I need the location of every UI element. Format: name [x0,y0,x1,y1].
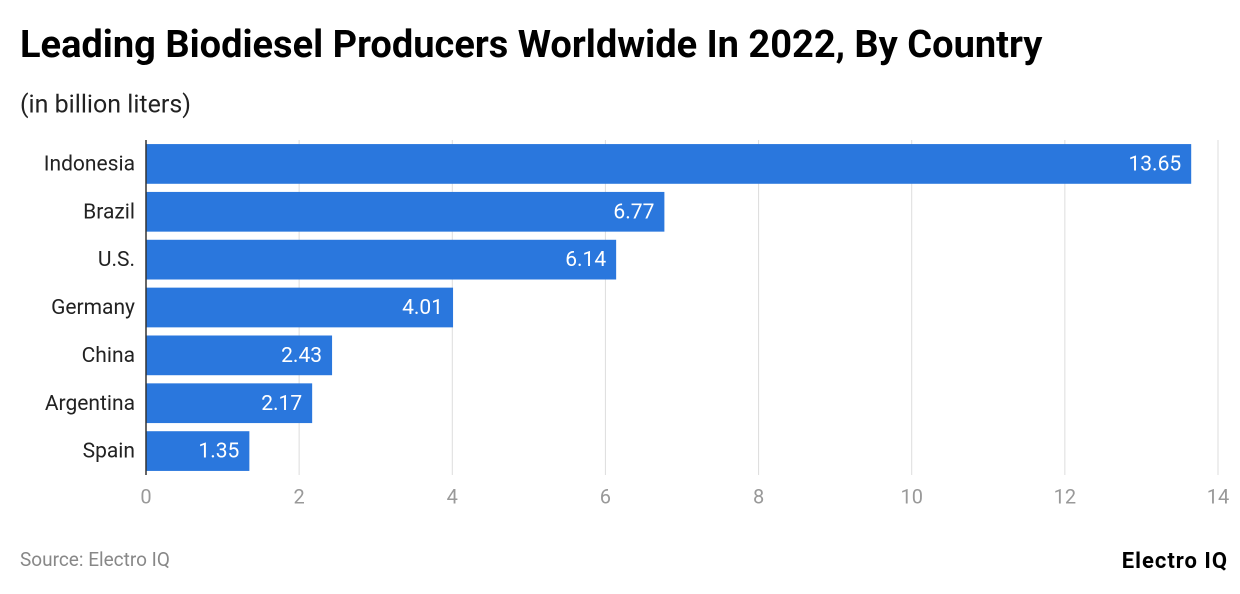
y-tick-label: U.S. [98,248,135,272]
x-tick-label: 2 [294,484,305,508]
bar [146,191,665,232]
value-label: 2.43 [281,344,322,368]
bar [146,239,617,280]
x-tick-label: 6 [600,484,611,508]
y-tick-label: Argentina [45,392,135,416]
x-tick-label: 0 [140,484,151,508]
x-tick-label: 14 [1207,484,1229,508]
source: Source: Electro IQ [20,548,170,571]
y-tick-label: Brazil [83,200,135,224]
chart-subtitle: (in billion liters) [20,91,191,120]
y-tick-label: Germany [51,296,135,320]
value-label: 1.35 [198,440,239,464]
bar [146,383,313,424]
chart-title: Leading Biodiesel Producers Worldwide In… [20,23,1043,67]
x-tick-label: 8 [753,484,764,508]
bar [146,335,333,376]
bar [146,287,454,328]
brand-logo: Electro IQ [1122,549,1228,574]
y-tick-label: Spain [83,440,135,464]
value-label: 6.77 [613,200,654,224]
x-tick-label: 12 [1054,484,1076,508]
y-tick-label: China [82,344,135,368]
x-tick-label: 4 [447,484,458,508]
value-label: 4.01 [402,296,443,320]
bar [146,431,250,471]
bar [146,144,1192,184]
x-tick-label: 10 [900,484,922,508]
value-label: 13.65 [1128,152,1181,176]
value-label: 2.17 [261,392,302,416]
value-label: 6.14 [565,248,606,272]
y-tick-label: Indonesia [44,152,135,176]
